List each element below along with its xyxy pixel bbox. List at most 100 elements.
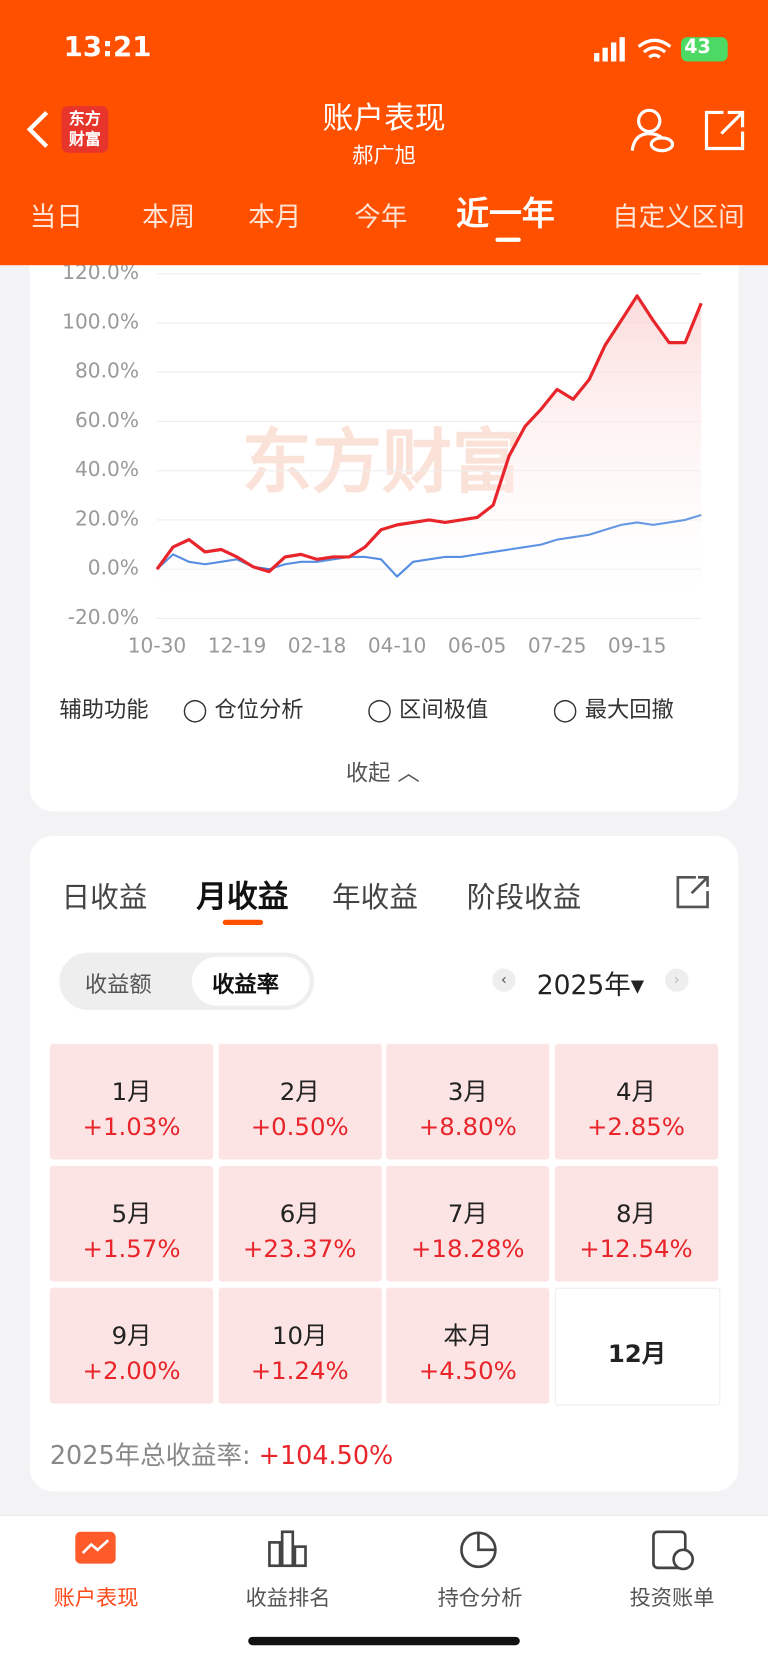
y-tick-label: 100.0% (62, 309, 139, 333)
aux-label: 辅助功能 (59, 696, 149, 723)
month-return: +4.50% (418, 1357, 517, 1386)
month-return: +0.50% (250, 1113, 349, 1142)
month-cell[interactable]: 8月 +12.54% (554, 1165, 718, 1282)
header-icons (630, 108, 745, 153)
month-cell[interactable]: 6月 +23.37% (217, 1165, 382, 1282)
month-label: 5月 (111, 1200, 152, 1229)
tab-indicator (222, 919, 264, 926)
title: 账户表现 (322, 99, 446, 136)
month-label: 6月 (279, 1200, 320, 1229)
month-cell[interactable]: 3月 +8.80% (386, 1043, 550, 1160)
month-label: 8月 (615, 1200, 656, 1229)
y-tick-label: 20.0% (75, 506, 139, 530)
option[interactable]: ◯ 最大回撤 (552, 696, 674, 723)
month-return: +12.54% (579, 1235, 693, 1264)
option-text: 仓位分析 (214, 696, 304, 723)
area (156, 295, 702, 619)
month-label: 7月 (447, 1200, 488, 1229)
nav-icons (75, 1530, 695, 1571)
tab[interactable]: 本月 (248, 201, 302, 233)
month-return: +18.28% (411, 1235, 525, 1264)
y-tick-label: 0.0% (88, 556, 139, 580)
month-label: 1月 (111, 1078, 152, 1107)
toggle-option[interactable]: 收益额 (84, 971, 152, 998)
prev-year[interactable]: ‹ (492, 968, 516, 992)
year[interactable]: 2025年▾ (536, 969, 645, 1001)
month-label: 4月 (615, 1078, 656, 1107)
month-label: 3月 (447, 1078, 488, 1107)
x-tick-label: 09-15 (608, 634, 667, 658)
month-cell[interactable]: 7月 +18.28% (386, 1165, 550, 1282)
option-text: 最大回撤 (584, 696, 674, 723)
month-label: 9月 (111, 1322, 152, 1351)
year-text: 2025年 (536, 969, 631, 1001)
tab[interactable]: 今年 (354, 201, 408, 233)
nav-item[interactable]: 账户表现 (53, 1584, 139, 1611)
month-cell[interactable]: 1月 +1.03% (49, 1043, 214, 1160)
x-tick-label: 10-30 (128, 634, 187, 658)
y-tick-label: 60.0% (75, 408, 139, 432)
back[interactable] (21, 106, 53, 153)
toggle-option[interactable]: 收益率 (212, 971, 279, 998)
month-return: +8.80% (418, 1113, 517, 1142)
share[interactable] (675, 874, 711, 910)
month-return: +23.37% (242, 1235, 357, 1264)
month-cell[interactable]: 12月 (554, 1287, 720, 1406)
next-year[interactable]: › (665, 968, 689, 992)
tab[interactable]: 本周 (142, 201, 196, 233)
header: 13:21 43 东方 财富 账户表现 郝广旭 当日 本周 本月 今年 近一年 … (0, 0, 768, 266)
home-indicator (248, 1636, 520, 1646)
option[interactable]: ◯ 仓位分析 (182, 696, 304, 723)
toggle-knob (192, 956, 310, 1006)
tab[interactable]: 自定义区间 (612, 201, 745, 233)
x-tick-label: 02-18 (288, 634, 347, 658)
tab[interactable]: 阶段收益 (466, 881, 582, 915)
x-tick-label: 07-25 (528, 634, 587, 658)
total: 2025年总收益率: +104.50% (50, 1434, 393, 1471)
collapse-text: 收起 (345, 760, 391, 787)
tab-active[interactable]: 月收益 (196, 878, 289, 915)
month-return: +1.03% (82, 1113, 181, 1142)
status-icons (594, 37, 728, 62)
line (155, 294, 703, 574)
nav-item[interactable]: 持仓分析 (437, 1584, 523, 1611)
month-cell[interactable]: 5月 +1.57% (49, 1165, 214, 1282)
watermark: 东方财富 (242, 421, 522, 503)
battery: 43 (684, 36, 711, 59)
total-value: +104.50% (258, 1440, 394, 1471)
x-tick-label: 04-10 (368, 634, 427, 658)
month-cell[interactable]: 4月 +2.85% (554, 1043, 718, 1160)
x-tick-label: 06-05 (448, 634, 507, 658)
y-tick-label: 40.0% (75, 457, 139, 481)
tab[interactable]: 年收益 (332, 881, 418, 915)
month-cell[interactable]: 本月 +4.50% (386, 1287, 550, 1404)
y-tick-label: -20.0% (68, 605, 139, 629)
total-label: 2025年总收益率: (49, 1440, 251, 1471)
collapse[interactable]: 收起 ︿ (345, 760, 420, 787)
month-label: 本月 (443, 1322, 493, 1351)
option[interactable]: ◯ 区间极值 (367, 696, 489, 723)
tab[interactable]: 日收益 (61, 881, 148, 915)
subtitle: 郝广旭 (352, 142, 416, 168)
tab-indicator (495, 237, 521, 242)
logo: 东方 财富 (61, 106, 109, 153)
tab-active[interactable]: 近一年 (456, 195, 555, 234)
month-return: +2.85% (586, 1113, 685, 1142)
nav-item[interactable]: 投资账单 (629, 1584, 715, 1611)
chart: 东方财富 -20.0% 0.0% 20.0% 40.0% 60.0% 80.0% 100.0… (62, 260, 703, 658)
month-cell[interactable]: 10月 +1.24% (217, 1287, 382, 1404)
month-label: 10月 (271, 1322, 328, 1351)
month-return: +1.57% (82, 1235, 181, 1264)
tab[interactable]: 当日 (29, 201, 83, 233)
month-label: 12月 (607, 1340, 667, 1369)
month-return: +2.00% (82, 1357, 181, 1386)
month-cell[interactable]: 2月 +0.50% (217, 1043, 382, 1160)
nav-item[interactable]: 收益排名 (245, 1584, 331, 1611)
y-tick-label: 80.0% (75, 359, 139, 383)
time: 13:21 (63, 31, 152, 64)
month-return: +1.24% (250, 1357, 349, 1386)
month-label: 2月 (279, 1078, 320, 1107)
month-cell[interactable]: 9月 +2.00% (49, 1287, 214, 1404)
